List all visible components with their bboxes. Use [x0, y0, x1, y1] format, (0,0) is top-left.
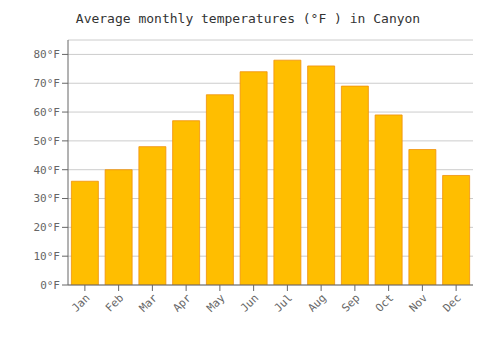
svg-text:Oct: Oct — [373, 291, 396, 314]
svg-text:Jul: Jul — [272, 291, 295, 314]
svg-text:50°F: 50°F — [34, 135, 61, 148]
svg-text:80°F: 80°F — [34, 48, 61, 61]
svg-text:Mar: Mar — [137, 291, 161, 315]
svg-text:Aug: Aug — [306, 291, 329, 314]
html-text:Average monthly temperatures (: Average monthly temperatures (°F ) in Ca… — [75, 11, 421, 26]
svg-text:20°F: 20°F — [34, 221, 61, 234]
svg-text:Dec: Dec — [441, 291, 464, 314]
svg-text:30°F: 30°F — [34, 192, 61, 205]
svg-text:Feb: Feb — [103, 291, 126, 314]
svg-text:Nov: Nov — [407, 291, 431, 315]
svg-text:0°F: 0°F — [40, 279, 60, 292]
svg-text:Jan: Jan — [69, 291, 92, 314]
svg-text:May: May — [204, 291, 228, 315]
svg-text:Jun: Jun — [238, 291, 261, 314]
svg-text:Sep: Sep — [339, 291, 362, 314]
svg-text:10°F: 10°F — [34, 250, 61, 263]
svg-text:60°F: 60°F — [34, 106, 61, 119]
svg-text:40°F: 40°F — [34, 164, 61, 177]
svg-text:Apr: Apr — [171, 291, 195, 315]
svg-text:70°F: 70°F — [34, 77, 61, 90]
